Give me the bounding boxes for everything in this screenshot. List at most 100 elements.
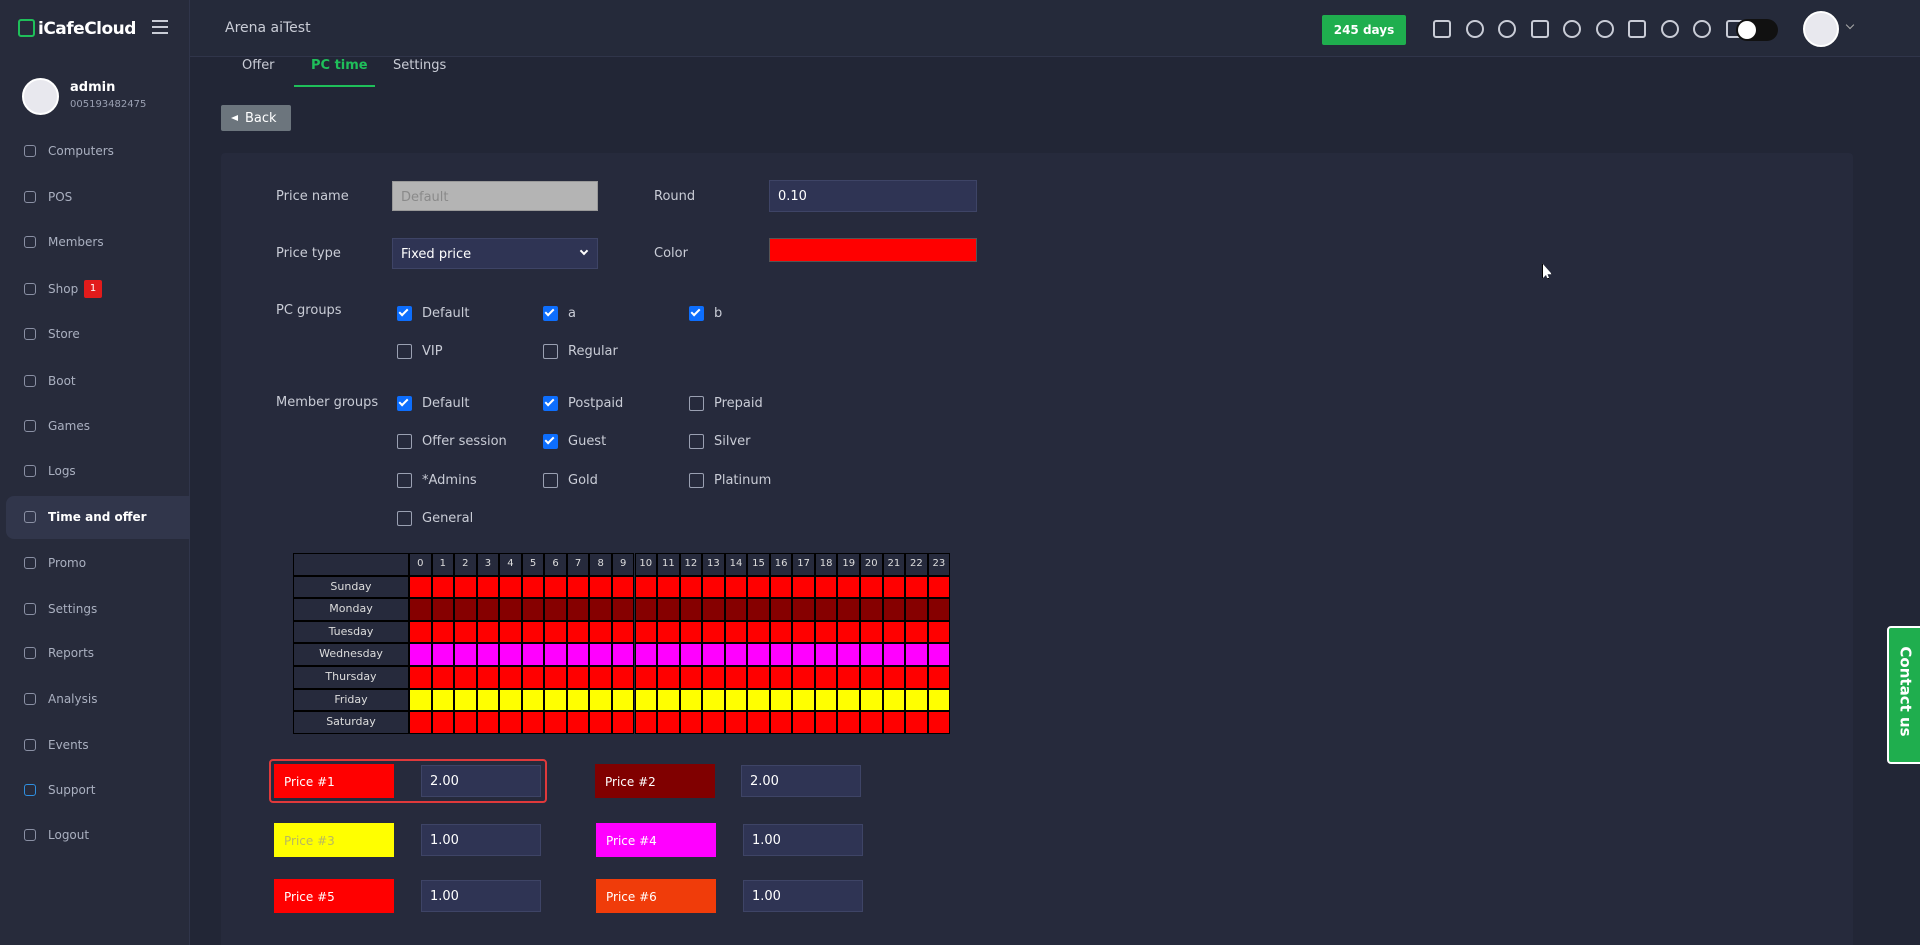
price-input[interactable]: 2.00 xyxy=(421,765,541,797)
schedule-cell[interactable] xyxy=(499,575,522,599)
schedule-cell[interactable] xyxy=(657,575,680,599)
checkbox[interactable] xyxy=(689,396,704,411)
schedule-cell[interactable] xyxy=(544,666,567,689)
account-avatar[interactable] xyxy=(1803,11,1839,47)
schedule-cell[interactable] xyxy=(724,666,748,689)
checkbox[interactable] xyxy=(543,434,558,449)
checkbox[interactable] xyxy=(543,396,558,411)
schedule-cell[interactable] xyxy=(905,575,928,599)
schedule-cell[interactable] xyxy=(634,598,658,621)
menu-item[interactable]: POS xyxy=(48,190,73,204)
schedule-cell[interactable] xyxy=(860,666,883,689)
price-color[interactable]: Price #4 xyxy=(596,823,716,857)
schedule-cell[interactable] xyxy=(814,666,838,689)
schedule-cell[interactable] xyxy=(566,688,590,712)
schedule-cell[interactable] xyxy=(679,711,703,734)
schedule-cell[interactable] xyxy=(409,643,432,666)
schedule-cell[interactable] xyxy=(499,688,522,712)
schedule-cell[interactable] xyxy=(431,666,455,689)
schedule-cell[interactable] xyxy=(589,598,612,621)
schedule-cell[interactable] xyxy=(792,666,815,689)
schedule-cell[interactable] xyxy=(589,666,612,689)
schedule-cell[interactable] xyxy=(769,598,793,621)
price-input[interactable]: 1.00 xyxy=(743,880,863,912)
schedule-cell[interactable] xyxy=(544,643,567,666)
schedule-cell[interactable] xyxy=(882,643,906,666)
schedule-cell[interactable] xyxy=(724,643,748,666)
menu-item[interactable]: Reports xyxy=(48,646,95,660)
schedule-cell[interactable] xyxy=(860,711,883,734)
schedule-cell[interactable] xyxy=(882,575,906,599)
schedule-cell[interactable] xyxy=(454,666,477,689)
header-icon[interactable] xyxy=(1563,20,1581,38)
schedule-cell[interactable] xyxy=(792,575,815,599)
schedule-cell[interactable] xyxy=(679,575,703,599)
schedule-cell[interactable] xyxy=(882,620,906,644)
schedule-cell[interactable] xyxy=(499,666,522,689)
schedule-cell[interactable] xyxy=(544,711,567,734)
schedule-cell[interactable] xyxy=(521,598,545,621)
schedule-cell[interactable] xyxy=(657,598,680,621)
schedule-cell[interactable] xyxy=(521,575,545,599)
schedule-cell[interactable] xyxy=(431,620,455,644)
schedule-cell[interactable] xyxy=(814,620,838,644)
menu-item[interactable]: Settings xyxy=(48,602,98,616)
schedule-cell[interactable] xyxy=(431,575,455,599)
schedule-cell[interactable] xyxy=(747,711,770,734)
schedule-cell[interactable] xyxy=(792,643,815,666)
price-name-input[interactable]: Default xyxy=(392,181,598,211)
schedule-cell[interactable] xyxy=(702,575,725,599)
price-input[interactable]: 2.00 xyxy=(741,765,861,797)
schedule-cell[interactable] xyxy=(431,711,455,734)
schedule-cell[interactable] xyxy=(747,666,770,689)
schedule-cell[interactable] xyxy=(544,688,567,712)
schedule-cell[interactable] xyxy=(589,575,612,599)
schedule-cell[interactable] xyxy=(792,598,815,621)
schedule-cell[interactable] xyxy=(431,598,455,621)
schedule-cell[interactable] xyxy=(634,620,658,644)
schedule-cell[interactable] xyxy=(476,643,500,666)
schedule-cell[interactable] xyxy=(454,598,477,621)
checkbox[interactable] xyxy=(397,306,412,321)
price-input[interactable]: 1.00 xyxy=(421,824,541,856)
schedule-cell[interactable] xyxy=(589,711,612,734)
schedule-cell[interactable] xyxy=(566,711,590,734)
schedule-cell[interactable] xyxy=(657,666,680,689)
header-icon[interactable] xyxy=(1693,20,1711,38)
schedule-cell[interactable] xyxy=(882,711,906,734)
schedule-cell[interactable] xyxy=(837,666,860,689)
schedule-cell[interactable] xyxy=(927,711,951,734)
schedule-cell[interactable] xyxy=(905,666,928,689)
schedule-cell[interactable] xyxy=(521,620,545,644)
schedule-cell[interactable] xyxy=(905,643,928,666)
menu-item[interactable]: Store xyxy=(48,327,80,341)
schedule-cell[interactable] xyxy=(747,688,770,712)
schedule-cell[interactable] xyxy=(837,620,860,644)
header-icon[interactable] xyxy=(1660,20,1679,38)
schedule-cell[interactable] xyxy=(724,620,748,644)
schedule-cell[interactable] xyxy=(544,598,567,621)
schedule-cell[interactable] xyxy=(702,711,725,734)
schedule-cell[interactable] xyxy=(792,711,815,734)
schedule-cell[interactable] xyxy=(747,643,770,666)
price-color[interactable]: Price #3 xyxy=(274,823,394,857)
menu-item[interactable]: Logout xyxy=(48,828,90,842)
schedule-cell[interactable] xyxy=(905,598,928,621)
schedule-cell[interactable] xyxy=(814,711,838,734)
schedule-cell[interactable] xyxy=(611,598,635,621)
checkbox[interactable] xyxy=(397,434,412,449)
schedule-cell[interactable] xyxy=(702,643,725,666)
header-icon[interactable] xyxy=(1498,20,1516,38)
schedule-cell[interactable] xyxy=(927,666,951,689)
contact-tab[interactable]: Contact us xyxy=(1887,626,1920,764)
schedule-cell[interactable] xyxy=(589,643,612,666)
tab[interactable]: PC time xyxy=(311,58,368,73)
schedule-cell[interactable] xyxy=(589,620,612,644)
schedule-cell[interactable] xyxy=(499,620,522,644)
schedule-cell[interactable] xyxy=(476,688,500,712)
schedule-cell[interactable] xyxy=(747,620,770,644)
schedule-cell[interactable] xyxy=(679,688,703,712)
schedule-cell[interactable] xyxy=(611,575,635,599)
schedule-cell[interactable] xyxy=(566,620,590,644)
schedule-cell[interactable] xyxy=(769,711,793,734)
